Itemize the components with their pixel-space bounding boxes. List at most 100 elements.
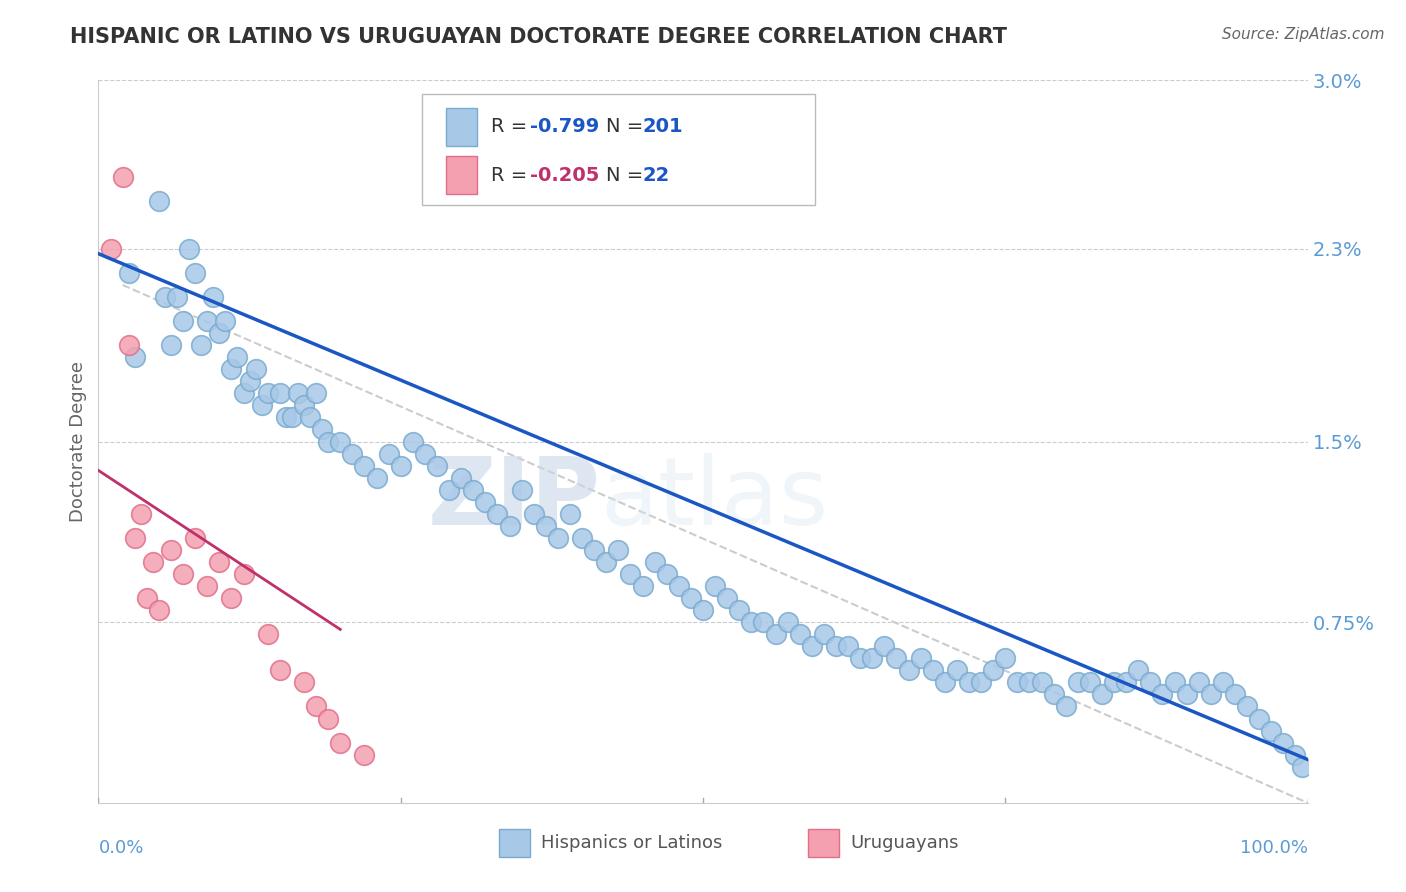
Point <box>800 639 823 653</box>
Text: -0.205: -0.205 <box>530 166 599 185</box>
Point <box>413 446 436 460</box>
Point <box>1102 675 1125 690</box>
Point <box>1018 675 1040 690</box>
Text: ZIP: ZIP <box>427 453 600 545</box>
Point <box>179 242 201 256</box>
Point <box>607 542 630 557</box>
Point <box>269 386 291 401</box>
Point <box>250 398 273 412</box>
Point <box>353 458 375 473</box>
Point <box>631 579 654 593</box>
Point <box>558 507 581 521</box>
Text: N =: N = <box>606 118 650 136</box>
Point <box>214 314 236 328</box>
Point <box>994 651 1017 665</box>
Point <box>716 591 738 606</box>
Point <box>124 350 146 364</box>
Text: 201: 201 <box>643 118 683 136</box>
Point <box>776 615 799 630</box>
Point <box>1007 675 1029 690</box>
Point <box>765 627 787 641</box>
Point <box>292 398 315 412</box>
Point <box>1236 699 1258 714</box>
Text: Source: ZipAtlas.com: Source: ZipAtlas.com <box>1222 27 1385 42</box>
Point <box>274 410 297 425</box>
Point <box>655 567 678 582</box>
Text: N =: N = <box>606 166 650 185</box>
Point <box>135 591 157 606</box>
Point <box>1078 675 1101 690</box>
Point <box>437 483 460 497</box>
Point <box>837 639 859 653</box>
Point <box>256 627 278 641</box>
Point <box>232 567 254 582</box>
Point <box>813 627 835 641</box>
Point <box>221 591 243 606</box>
Point <box>316 712 339 726</box>
Point <box>221 362 243 376</box>
Point <box>1115 675 1137 690</box>
Point <box>873 639 896 653</box>
Point <box>1128 664 1150 678</box>
Point <box>1291 760 1313 774</box>
Point <box>377 446 399 460</box>
Point <box>1031 675 1053 690</box>
Point <box>316 434 339 449</box>
Text: 0.0%: 0.0% <box>98 838 143 857</box>
Point <box>1272 735 1295 749</box>
Point <box>256 386 278 401</box>
Text: HISPANIC OR LATINO VS URUGUAYAN DOCTORATE DEGREE CORRELATION CHART: HISPANIC OR LATINO VS URUGUAYAN DOCTORAT… <box>70 27 1007 46</box>
Point <box>118 338 141 352</box>
Point <box>129 507 152 521</box>
Point <box>946 664 969 678</box>
Point <box>195 314 218 328</box>
Text: R =: R = <box>491 166 533 185</box>
Point <box>269 664 291 678</box>
Point <box>208 326 231 341</box>
Point <box>523 507 546 521</box>
Point <box>547 531 569 545</box>
Point <box>740 615 762 630</box>
Point <box>486 507 509 521</box>
Point <box>366 470 388 484</box>
Point <box>1260 723 1282 738</box>
Point <box>498 519 520 533</box>
Point <box>450 470 472 484</box>
Point <box>184 266 207 280</box>
Point <box>934 675 956 690</box>
Point <box>245 362 267 376</box>
Point <box>571 531 593 545</box>
Point <box>239 375 262 389</box>
Text: R =: R = <box>491 118 533 136</box>
Point <box>463 483 485 497</box>
Text: 22: 22 <box>643 166 669 185</box>
Point <box>668 579 690 593</box>
Point <box>426 458 449 473</box>
Point <box>299 410 322 425</box>
Point <box>172 314 194 328</box>
Point <box>619 567 641 582</box>
Point <box>728 603 751 617</box>
Y-axis label: Doctorate Degree: Doctorate Degree <box>69 361 87 522</box>
Point <box>970 675 993 690</box>
Point <box>305 386 328 401</box>
Point <box>305 699 328 714</box>
Point <box>195 579 218 593</box>
Point <box>849 651 872 665</box>
Point <box>389 458 412 473</box>
Point <box>100 242 122 256</box>
Point <box>752 615 775 630</box>
Text: 100.0%: 100.0% <box>1240 838 1308 857</box>
Point <box>1188 675 1211 690</box>
Point <box>595 555 617 569</box>
Point <box>1284 747 1306 762</box>
Point <box>1223 687 1246 701</box>
Point <box>1175 687 1198 701</box>
Point <box>789 627 811 641</box>
Point <box>142 555 165 569</box>
Point <box>860 651 883 665</box>
Point <box>208 555 231 569</box>
Point <box>148 603 170 617</box>
Point <box>329 735 352 749</box>
Text: Hispanics or Latinos: Hispanics or Latinos <box>541 834 723 852</box>
